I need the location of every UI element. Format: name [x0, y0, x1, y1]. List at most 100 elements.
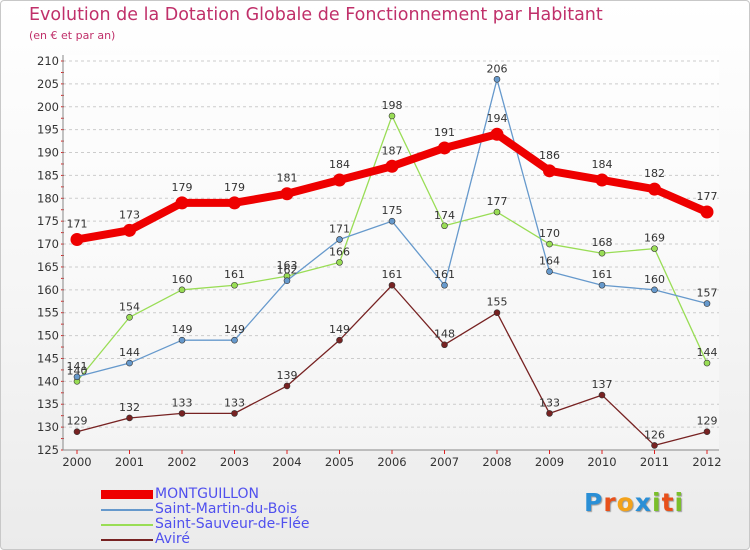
y-tick-label: 170 — [37, 237, 59, 251]
data-label: 140 — [67, 364, 88, 377]
legend-swatch — [101, 539, 153, 541]
y-tick-label: 140 — [37, 374, 59, 388]
data-point — [388, 281, 396, 289]
data-point — [441, 341, 448, 349]
data-label: 177 — [487, 195, 508, 208]
legend-label: Saint-Martin-du-Bois — [155, 501, 298, 517]
data-point — [703, 359, 711, 367]
chart-subtitle: (en € et par an) — [29, 29, 116, 42]
data-point — [648, 182, 661, 196]
legend-label: Aviré — [155, 531, 190, 547]
data-label: 168 — [592, 236, 613, 249]
data-label: 161 — [592, 268, 613, 281]
x-tick-label: 2011 — [640, 455, 669, 469]
x-tick-label: 2003 — [220, 455, 249, 469]
data-point — [700, 205, 714, 219]
y-tick-label: 210 — [37, 54, 59, 68]
logo-letter: i — [652, 488, 662, 517]
y-tick-label: 155 — [37, 306, 59, 320]
data-label: 160 — [172, 273, 193, 286]
data-label: 163 — [277, 259, 298, 272]
logo-letter: i — [674, 488, 685, 517]
data-point — [543, 164, 556, 178]
data-point — [703, 300, 711, 307]
data-label: 160 — [644, 273, 665, 286]
data-point — [73, 428, 81, 435]
data-point — [123, 223, 136, 237]
logo-letter: o — [616, 488, 635, 517]
data-label: 179 — [172, 181, 193, 194]
data-point — [178, 410, 186, 417]
data-label: 177 — [697, 190, 718, 203]
y-tick-label: 185 — [37, 168, 59, 182]
data-point — [283, 382, 291, 390]
data-label: 132 — [119, 401, 140, 414]
data-label: 191 — [434, 126, 455, 139]
data-point — [231, 410, 238, 417]
data-point — [595, 173, 609, 187]
legend-label: Saint-Sauveur-de-Flée — [155, 516, 310, 532]
data-label: 137 — [592, 378, 613, 391]
data-label: 133 — [224, 396, 245, 409]
legend-swatch — [101, 509, 153, 511]
data-label: 149 — [329, 323, 350, 336]
x-tick-label: 2004 — [272, 455, 301, 469]
y-tick-label: 205 — [37, 77, 59, 91]
data-label: 171 — [329, 222, 350, 235]
data-label: 206 — [487, 62, 508, 75]
data-point — [546, 410, 553, 417]
x-tick-label: 2007 — [430, 455, 459, 469]
data-point — [231, 281, 238, 289]
data-label: 161 — [434, 268, 455, 281]
legend-swatch — [101, 490, 153, 499]
data-label: 198 — [382, 99, 403, 112]
data-point — [546, 240, 553, 248]
data-label: 141 — [67, 360, 88, 373]
data-point — [546, 268, 553, 275]
y-tick-label: 175 — [37, 214, 59, 228]
data-label: 149 — [224, 323, 245, 336]
data-label: 166 — [329, 245, 350, 258]
x-tick-label: 2012 — [692, 455, 721, 469]
data-label: 181 — [277, 172, 298, 185]
legend-label: MONTGUILLON — [155, 486, 259, 502]
y-tick-label: 195 — [37, 123, 59, 137]
data-label: 144 — [119, 346, 140, 359]
data-point — [178, 336, 186, 344]
x-tick-label: 2005 — [325, 455, 354, 469]
data-point — [178, 286, 186, 294]
x-tick-label: 2000 — [62, 455, 91, 469]
y-tick-label: 150 — [37, 329, 59, 343]
data-label: 133 — [172, 396, 193, 409]
data-label: 187 — [382, 144, 403, 157]
data-label: 194 — [487, 112, 508, 125]
data-label: 154 — [119, 300, 140, 313]
x-tick-label: 2001 — [115, 455, 144, 469]
data-label: 148 — [434, 328, 455, 341]
data-point — [388, 217, 396, 225]
data-label: 175 — [382, 204, 403, 217]
data-label: 184 — [329, 158, 350, 171]
data-point — [493, 309, 501, 317]
data-point — [175, 196, 189, 210]
data-label: 186 — [539, 149, 560, 162]
data-point — [283, 277, 291, 284]
data-label: 139 — [277, 369, 298, 382]
data-point — [493, 208, 501, 216]
data-point — [336, 259, 343, 266]
x-tick-label: 2008 — [482, 455, 511, 469]
data-point — [441, 222, 448, 230]
data-label: 179 — [224, 181, 245, 194]
data-label: 133 — [539, 396, 560, 409]
data-point — [651, 245, 658, 252]
x-tick-label: 2009 — [535, 455, 564, 469]
data-label: 164 — [539, 255, 560, 268]
x-tick-label: 2010 — [587, 455, 616, 469]
data-point — [493, 76, 501, 83]
logo-letter: t — [661, 488, 675, 517]
y-tick-label: 200 — [37, 100, 59, 114]
data-point — [598, 249, 606, 257]
data-label: 170 — [539, 227, 560, 240]
